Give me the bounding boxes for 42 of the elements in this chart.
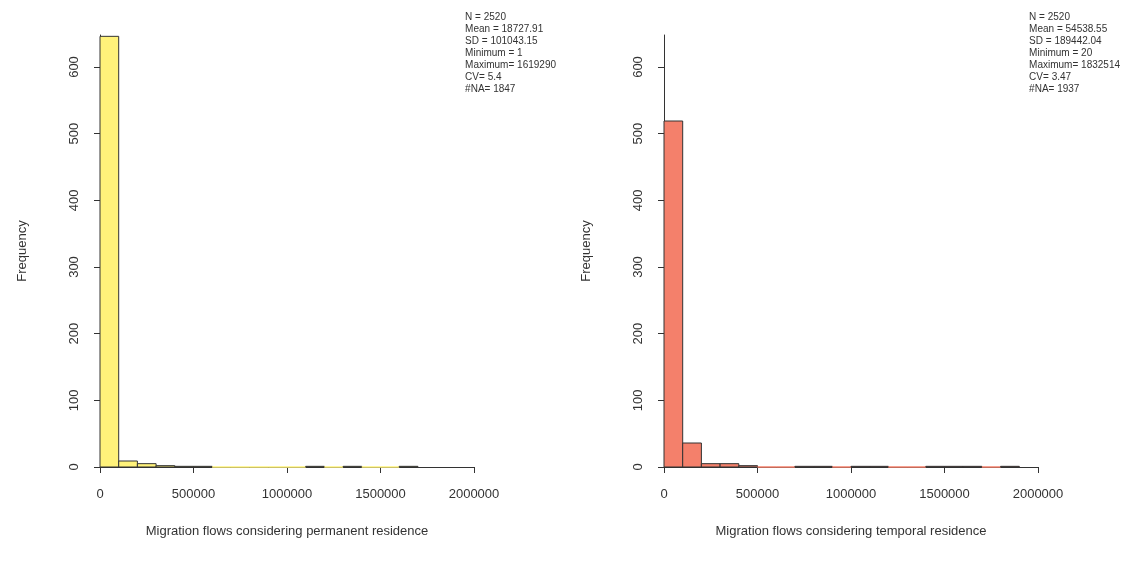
annotation: Minimum = 1 — [465, 46, 524, 58]
y-tick-label: 300 — [66, 256, 81, 278]
annotation: #NA= 1937 — [1029, 82, 1080, 94]
annotation: SD = 101043.15 — [465, 34, 539, 46]
y-tick-label: 300 — [630, 256, 645, 278]
x-tick-label: 500000 — [171, 486, 216, 501]
x-tick-label: 0 — [96, 486, 104, 501]
y-axis-title: Frequency — [14, 219, 29, 282]
x-tick-label: 1000000 — [261, 486, 313, 501]
annotation: Minimum = 20 — [1029, 46, 1093, 58]
y-tick-label: 0 — [66, 463, 81, 471]
y-tick-label: 100 — [630, 389, 645, 412]
y-tick-label: 200 — [66, 322, 81, 345]
text: N = 2520 — [1029, 10, 1071, 22]
y-tick-label: 100 — [66, 389, 81, 412]
y-tick-label: 400 — [630, 189, 645, 212]
x-axis-title: Migration flows considering temporal residence — [715, 523, 987, 538]
annotation: CV= 5.4 — [465, 70, 502, 82]
annotation: CV= 3.47 — [1029, 70, 1072, 82]
y-tick-label: 400 — [66, 189, 81, 212]
x-tick-label: 2000000 — [1012, 486, 1064, 501]
annotation: Maximum= 1619290 — [465, 58, 557, 70]
text: Mean = 54538.55 — [1029, 22, 1108, 34]
y-tick-label: 0 — [630, 463, 645, 471]
x-tick-label: 2000000 — [448, 486, 500, 501]
annotation: Maximum= 1832514 — [1029, 58, 1121, 70]
text: Mean = 18727.91 — [465, 22, 544, 34]
x-tick-label: 1000000 — [825, 486, 877, 501]
x-tick-label: 0 — [660, 486, 668, 501]
y-tick-label: 500 — [66, 122, 81, 145]
y-tick-label: 600 — [66, 56, 81, 78]
x-tick-label: 1500000 — [355, 486, 406, 501]
y-tick-label: 200 — [630, 322, 645, 345]
y-axis-title: Frequency — [578, 219, 593, 282]
y-tick-label: 600 — [630, 56, 645, 78]
x-tick-label: 500000 — [735, 486, 780, 501]
y-tick-label: 500 — [630, 122, 645, 145]
annotation: #NA= 1847 — [465, 82, 516, 94]
x-axis-title: Migration flows considering permanent residence — [145, 523, 429, 538]
annotation: SD = 189442.04 — [1029, 34, 1103, 46]
text: N = 2520 — [465, 10, 507, 22]
x-tick-label: 1500000 — [919, 486, 970, 501]
